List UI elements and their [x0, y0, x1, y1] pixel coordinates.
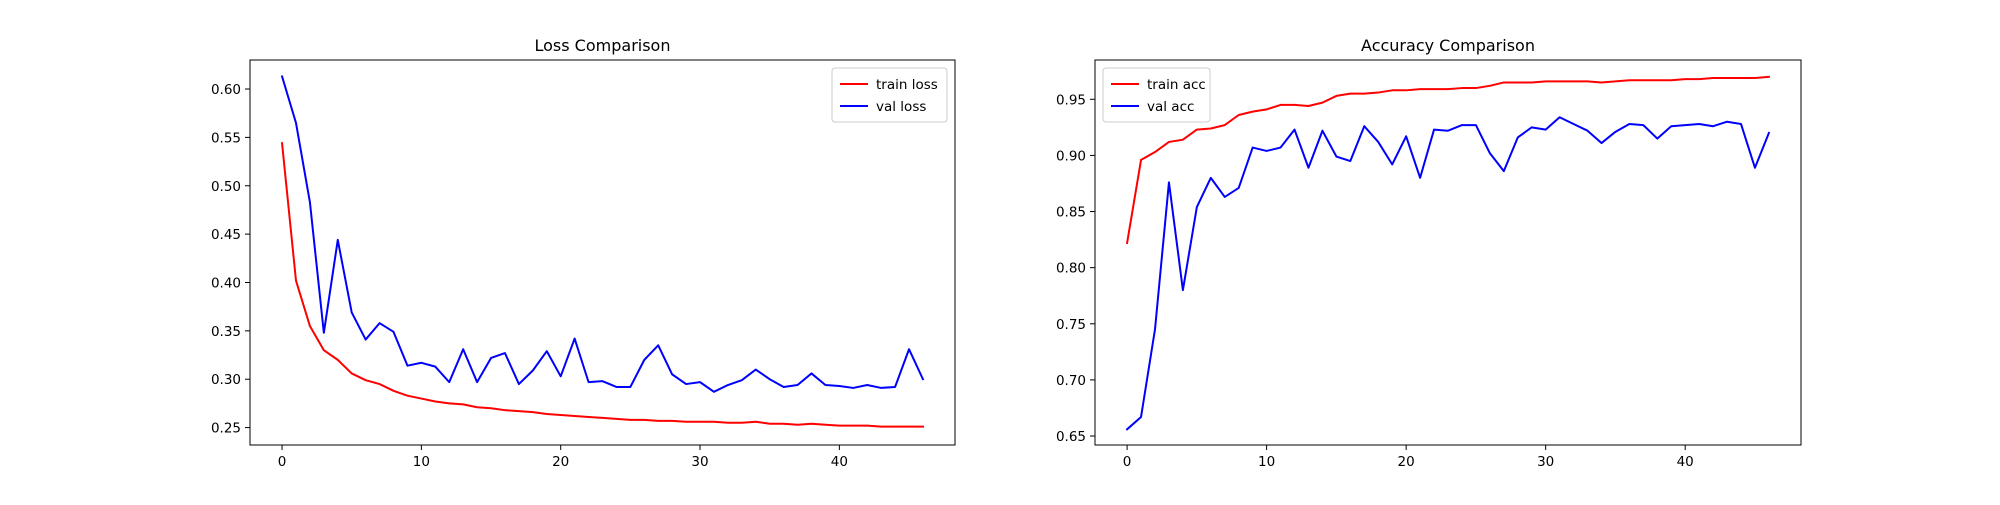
- chart-2-x-tick-label: 40: [1677, 454, 1694, 470]
- chart-1-x-tick-label: 30: [691, 454, 708, 470]
- chart-2-x-tick-label: 20: [1398, 454, 1415, 470]
- chart-2-plot-frame: [1094, 59, 1802, 446]
- chart-1-legend-label: train loss: [876, 77, 938, 93]
- chart-1-y-tick-label: 0.30: [211, 372, 241, 388]
- chart-1-y-tick-label: 0.55: [211, 130, 241, 146]
- chart-1-legend-label: val loss: [876, 99, 926, 115]
- chart-2-y-tick-label: 0.85: [1056, 205, 1086, 221]
- chart-2-legend-item: val acc: [1111, 99, 1194, 115]
- chart-1: Loss Comparison 0 10 20 30 40 0.25 0.30 0.35 0.40…: [211, 36, 956, 470]
- chart-2-legend-box: [1102, 67, 1211, 123]
- chart-1-plot-frame: [249, 59, 956, 446]
- chart-2-x-tick-label: 30: [1537, 454, 1554, 470]
- chart-1-x-tick-label: 20: [552, 454, 569, 470]
- chart-1-series-train-loss: [280, 142, 924, 428]
- chart-1-y-tick-label: 0.35: [211, 324, 241, 340]
- chart-2-y-tick-label: 0.95: [1056, 92, 1086, 108]
- chart-2-series-val-acc: [1125, 116, 1771, 431]
- chart-2-legend: train acc val acc: [1102, 67, 1211, 123]
- chart-2-y-tick-label: 0.75: [1056, 317, 1086, 333]
- chart-1-x-tick-label: 10: [413, 454, 430, 470]
- chart-1-x-tick-label: 0: [278, 454, 287, 470]
- chart-1-y-tick-label: 0.25: [211, 421, 241, 437]
- chart-1-y-tick-label: 0.40: [211, 275, 241, 291]
- chart-2-legend-label: val acc: [1147, 99, 1194, 115]
- chart-2-y-tick-label: 0.80: [1056, 261, 1086, 277]
- chart-1-legend-item: val loss: [840, 99, 926, 115]
- chart-1-legend: train loss val loss: [831, 67, 948, 123]
- chart-2-y-tick-label: 0.90: [1056, 148, 1086, 164]
- chart-2: Accuracy Comparison 0 10 20 30 40 0.65 0.70 0.75…: [1056, 36, 1802, 470]
- chart-1-y-tick-label: 0.60: [211, 82, 241, 98]
- chart-1-y-tick-label: 0.45: [211, 227, 241, 243]
- chart-2-x-tick-label: 10: [1258, 454, 1275, 470]
- chart-1-legend-box: [831, 67, 948, 123]
- chart-1-x-tick-label: 40: [831, 454, 848, 470]
- chart-2-y-tick-label: 0.70: [1056, 373, 1086, 389]
- chart-2-series-train-acc: [1125, 75, 1770, 245]
- chart-1-legend-item: train loss: [840, 77, 938, 93]
- chart-1-series-val-loss: [280, 75, 925, 393]
- chart-2-legend-item: train acc: [1111, 77, 1206, 93]
- chart-1-y-tick-label: 0.50: [211, 179, 241, 195]
- chart-2-title: Accuracy Comparison: [1361, 36, 1535, 55]
- chart-2-x-tick-label: 0: [1123, 454, 1132, 470]
- chart-1-title: Loss Comparison: [535, 36, 671, 55]
- chart-2-legend-label: train acc: [1147, 77, 1206, 93]
- chart-2-y-tick-label: 0.65: [1056, 429, 1086, 445]
